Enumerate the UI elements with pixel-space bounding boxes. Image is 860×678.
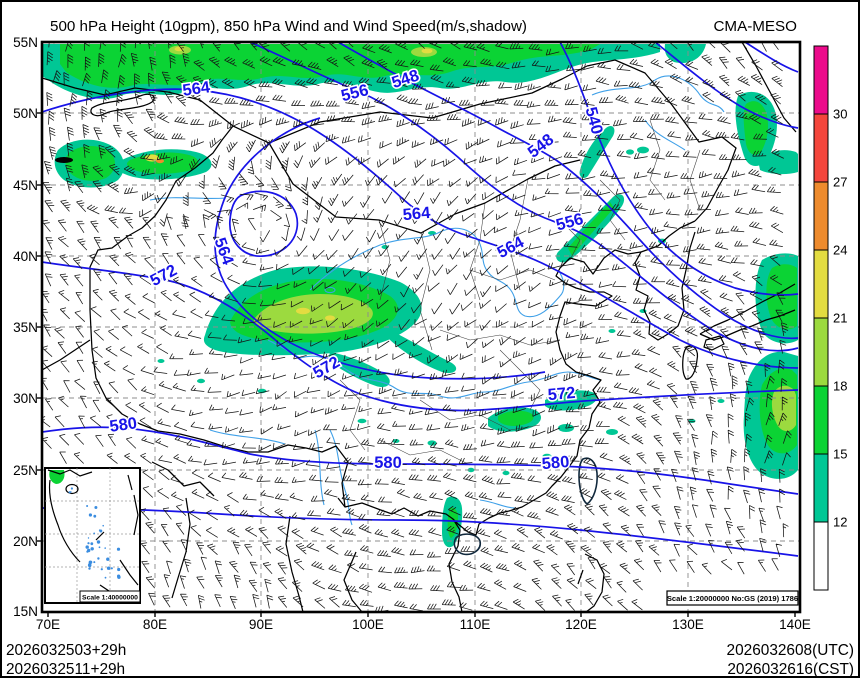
lat-label: 45N — [13, 178, 38, 193]
lat-label: 30N — [13, 391, 38, 406]
colorbar-tick: 30 — [833, 107, 847, 122]
init-time-utc: 2026032503+29h — [6, 642, 126, 659]
colorbar-segment — [813, 385, 829, 455]
contour-label: 564 — [181, 78, 212, 100]
init-time-cst: 2026032511+29h — [6, 661, 125, 678]
contour-label: 564 — [402, 204, 432, 224]
lon-label: 110E — [460, 617, 491, 632]
lon-label: 90E — [249, 617, 273, 632]
inset-coastlines — [47, 469, 139, 599]
valid-time-cst: 2026032616(CST) — [727, 661, 854, 678]
lat-label: 20N — [13, 534, 38, 549]
lon-label: 130E — [672, 617, 704, 632]
lon-label: 80E — [143, 617, 167, 632]
colorbar-segment — [813, 249, 829, 319]
province-boundaries — [339, 119, 701, 466]
lon-axis: 70E 80E 90E 100E 110E 120E 130E 140E — [36, 617, 811, 632]
inset-map: Scale 1:40000000 — [44, 467, 141, 604]
colorbar-segment — [813, 113, 829, 183]
lon-label: 140E — [779, 617, 811, 632]
wind-speed-colorbar: 30 27 24 21 18 15 12 — [813, 45, 847, 591]
lat-label: 55N — [13, 35, 38, 50]
lon-label: 70E — [36, 617, 60, 632]
lon-label: 100E — [352, 617, 384, 632]
contour-label: 580 — [374, 454, 402, 472]
colorbar-segment — [813, 521, 829, 591]
colorbar-tick: 21 — [833, 311, 847, 326]
lon-label: 120E — [565, 617, 597, 632]
colorbar-segment — [813, 453, 829, 523]
colorbar-segment — [813, 45, 829, 115]
lat-label: 25N — [13, 463, 38, 478]
map-scale-badge — [666, 590, 799, 606]
lat-label: 40N — [13, 249, 38, 264]
inset-island-dots — [68, 487, 121, 579]
colorbar-tick: 15 — [833, 447, 847, 462]
colorbar-tick: 12 — [833, 515, 847, 530]
lat-axis: 55N 50N 45N 40N 35N 30N 25N 20N 15N — [13, 35, 38, 619]
rivers — [149, 75, 725, 526]
contour-label: 580 — [108, 414, 138, 436]
lat-label: 15N — [13, 604, 38, 619]
colorbar-tick: 24 — [833, 243, 847, 258]
colorbar-tick: 27 — [833, 175, 847, 190]
lat-label: 50N — [13, 106, 38, 121]
model-name: CMA-MESO — [713, 18, 797, 35]
inset-scale-text: Scale 1:40000000 — [82, 595, 138, 602]
map-content — [42, 42, 800, 612]
colorbar-segment — [813, 181, 829, 251]
contour-label: 572 — [547, 384, 576, 404]
contour-label: 580 — [541, 453, 570, 473]
page-title: 500 hPa Height (10gpm), 850 hPa Wind and… — [50, 18, 527, 35]
lat-label: 35N — [13, 320, 38, 335]
axis-ticks — [37, 112, 796, 617]
valid-time-utc: 2026032608(UTC) — [727, 642, 854, 659]
colorbar-segment — [813, 317, 829, 387]
inset-scale-badge — [79, 590, 141, 603]
colorbar-tick: 18 — [833, 379, 847, 394]
map-scale-text: Scale 1:20000000 No:GS (2019) 1786 — [667, 594, 798, 603]
